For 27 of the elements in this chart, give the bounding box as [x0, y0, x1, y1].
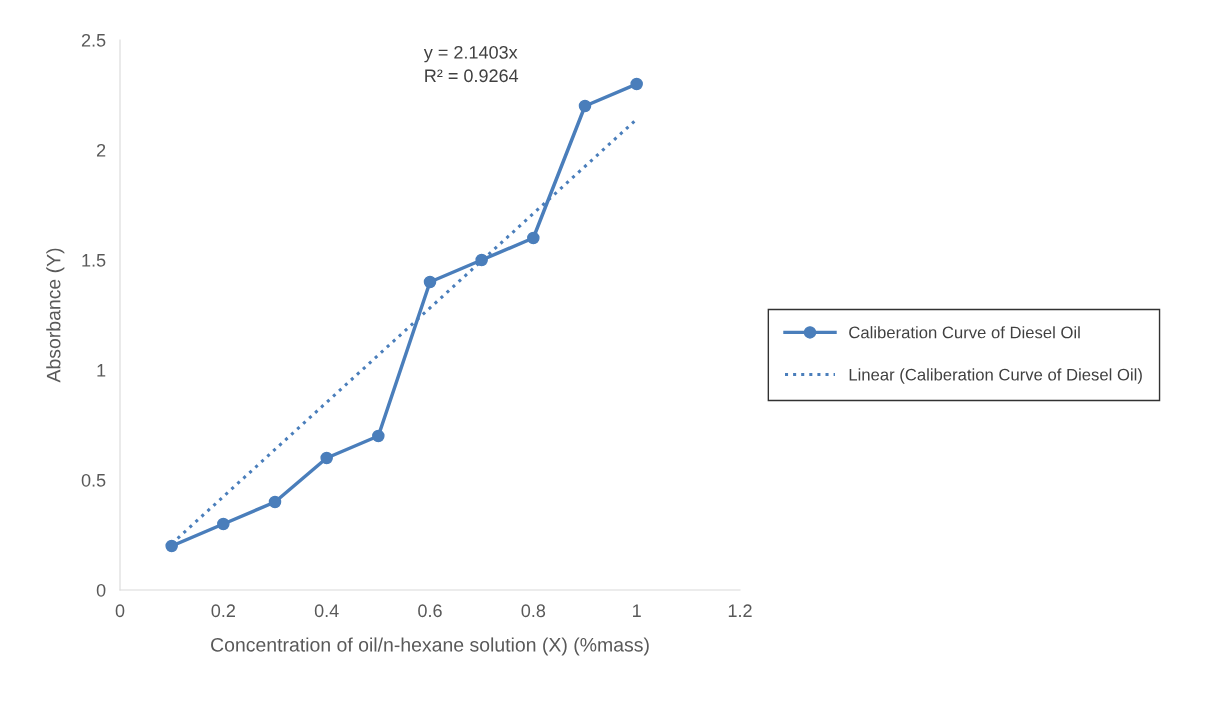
y-tick-label: 1 — [97, 364, 106, 377]
point — [320, 451, 333, 465]
legend-label: Linear (Caliberation Curve of Diesel Oil) — [849, 368, 1142, 384]
y-tick-label: 0 — [96, 583, 106, 597]
x-tick-label: 1.2 — [728, 604, 752, 617]
x-tick-label: 1 — [633, 604, 641, 617]
x-tick-label: 0.4 — [314, 604, 339, 618]
y-tick-label: 2 — [96, 143, 106, 157]
x-tick-label: 0.2 — [211, 604, 235, 618]
x-tick-label: 0 — [115, 604, 125, 618]
point — [268, 495, 282, 509]
y-tick-label: 2.5 — [81, 33, 106, 47]
point — [165, 539, 178, 553]
point — [217, 517, 230, 531]
point — [527, 231, 540, 245]
point — [372, 429, 385, 443]
x-axis-title: Concentration of oil/n-hexane solution (X) (%mass) — [211, 637, 649, 656]
y-tick-label: 1.5 — [82, 254, 106, 267]
y-tick-label: 0.5 — [81, 473, 106, 487]
point — [630, 77, 643, 91]
legend-label: Caliberation Curve of Diesel Oil — [849, 326, 1080, 339]
point — [578, 99, 592, 113]
x-tick-label: 0.6 — [418, 604, 442, 618]
x-tick-label: 0.8 — [521, 604, 546, 618]
annotation: y = 2.1403x R² = 0.9264 — [423, 45, 519, 83]
point — [423, 275, 437, 289]
y-axis-title: Absorbance (Y) — [46, 248, 65, 383]
